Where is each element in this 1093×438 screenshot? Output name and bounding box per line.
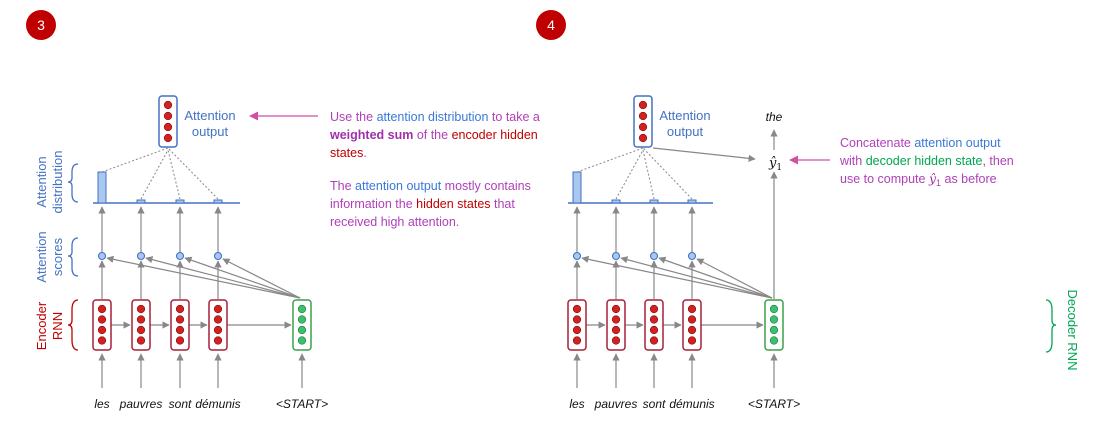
step-badge <box>26 10 56 40</box>
attention-output-label-line1: Attention <box>659 108 710 123</box>
encoder-hidden-state <box>92 299 112 351</box>
input-word: démunis <box>669 397 714 411</box>
attention-distribution-bar <box>687 199 697 204</box>
weighted-sum-lines <box>576 147 693 200</box>
input-word: les <box>569 397 584 411</box>
attention-distribution-bar <box>175 199 185 204</box>
encoder-hidden-state <box>208 299 228 351</box>
attention-distribution-bar <box>572 171 582 204</box>
weighted-sum-lines <box>101 147 219 200</box>
output-word: the <box>766 110 783 124</box>
input-word: <START> <box>276 397 328 411</box>
svg-text:The attention output mostly co: The attention output mostly contains <box>330 179 531 193</box>
attention-output-vector <box>633 95 653 148</box>
input-arrows <box>98 353 306 388</box>
attention-distribution-bar <box>136 199 146 204</box>
encoder-hidden-state <box>170 299 190 351</box>
attention-score-dot <box>136 251 146 261</box>
y-hat-symbol: ŷ1 <box>768 156 782 173</box>
svg-text:with decoder hidden state, the: with decoder hidden state, then <box>839 154 1014 168</box>
decoder-label: Decoder RNN <box>1065 290 1080 371</box>
attention-score-dot <box>97 251 107 261</box>
decoder-to-score-arrows <box>581 255 773 299</box>
input-word: sont <box>643 397 666 411</box>
scores-label-line2: scores <box>50 237 65 276</box>
encoder-label-line1: Encoder <box>34 301 49 350</box>
attention-distribution-bars <box>97 171 223 204</box>
annotation-text: Use the attention distribution to take a… <box>329 110 540 229</box>
attention-score-dot <box>649 251 659 261</box>
attention-score-dot <box>572 251 582 261</box>
attention-output-vector <box>158 95 178 148</box>
decoder-hidden-state <box>292 299 312 351</box>
scores-brace <box>67 237 79 277</box>
svg-text:Use the attention distribution: Use the attention distribution to take a <box>330 110 540 124</box>
distribution-label-line1: Attention <box>34 156 49 207</box>
attention-score-dot <box>687 251 697 261</box>
distribution-brace <box>67 163 79 203</box>
panel-3: 3 Attention distribution Attention score… <box>26 10 540 411</box>
attention-output-label-line2: output <box>192 124 229 139</box>
svg-text:Concatenate attention output: Concatenate attention output <box>840 136 1001 150</box>
input-word: <START> <box>748 397 800 411</box>
svg-text:received high attention.: received high attention. <box>330 215 459 229</box>
attention-distribution-bar <box>649 199 659 204</box>
step-number: 3 <box>37 17 45 33</box>
attention-output-label-line1: Attention <box>184 108 235 123</box>
svg-text:weighted sum of the encoder hi: weighted sum of the encoder hidden <box>329 128 538 142</box>
encoder-label-line2: RNN <box>50 312 65 340</box>
attention-output-label-line2: output <box>667 124 704 139</box>
distribution-label-line2: distribution <box>50 151 65 214</box>
score-to-distribution-arrows <box>98 206 222 252</box>
input-word: pauvres <box>594 397 638 411</box>
score-to-distribution-arrows <box>573 206 696 252</box>
encoder-hidden-state <box>567 299 587 351</box>
svg-text:states.: states. <box>330 146 367 160</box>
svg-text:use to compute ŷ1 as before: use to compute ŷ1 as before <box>840 171 997 188</box>
input-word: démunis <box>195 397 240 411</box>
step-number: 4 <box>547 17 555 33</box>
attention-to-output-arrow <box>652 147 756 162</box>
encoder-to-score-arrows <box>573 260 696 299</box>
step-badge <box>536 10 566 40</box>
annotation-text: Concatenate attention output with decode… <box>839 136 1014 188</box>
encoder-hidden-state <box>644 299 664 351</box>
encoder-brace <box>67 299 79 351</box>
input-word: sont <box>169 397 192 411</box>
scores-label-line1: Attention <box>34 231 49 282</box>
encoder-hidden-state <box>131 299 151 351</box>
input-word: les <box>94 397 109 411</box>
svg-text:information the hidden states: information the hidden states that <box>330 197 515 211</box>
attention-score-dot <box>611 251 621 261</box>
encoder-hidden-state <box>606 299 626 351</box>
encoder-to-score-arrows <box>98 260 222 299</box>
decoder-brace <box>1045 299 1057 353</box>
attention-score-dot <box>213 251 223 261</box>
encoder-hidden-state <box>682 299 702 351</box>
decoder-hidden-state <box>764 299 784 351</box>
decoder-to-score-arrows <box>106 255 301 299</box>
input-word: pauvres <box>119 397 163 411</box>
attention-score-dot <box>175 251 185 261</box>
attention-distribution-bars <box>572 171 697 204</box>
input-arrows <box>573 353 778 388</box>
attention-distribution-bar <box>97 171 107 204</box>
attention-distribution-bar <box>611 199 621 204</box>
attention-distribution-bar <box>213 199 223 204</box>
panel-4: 4 <box>536 10 1080 411</box>
